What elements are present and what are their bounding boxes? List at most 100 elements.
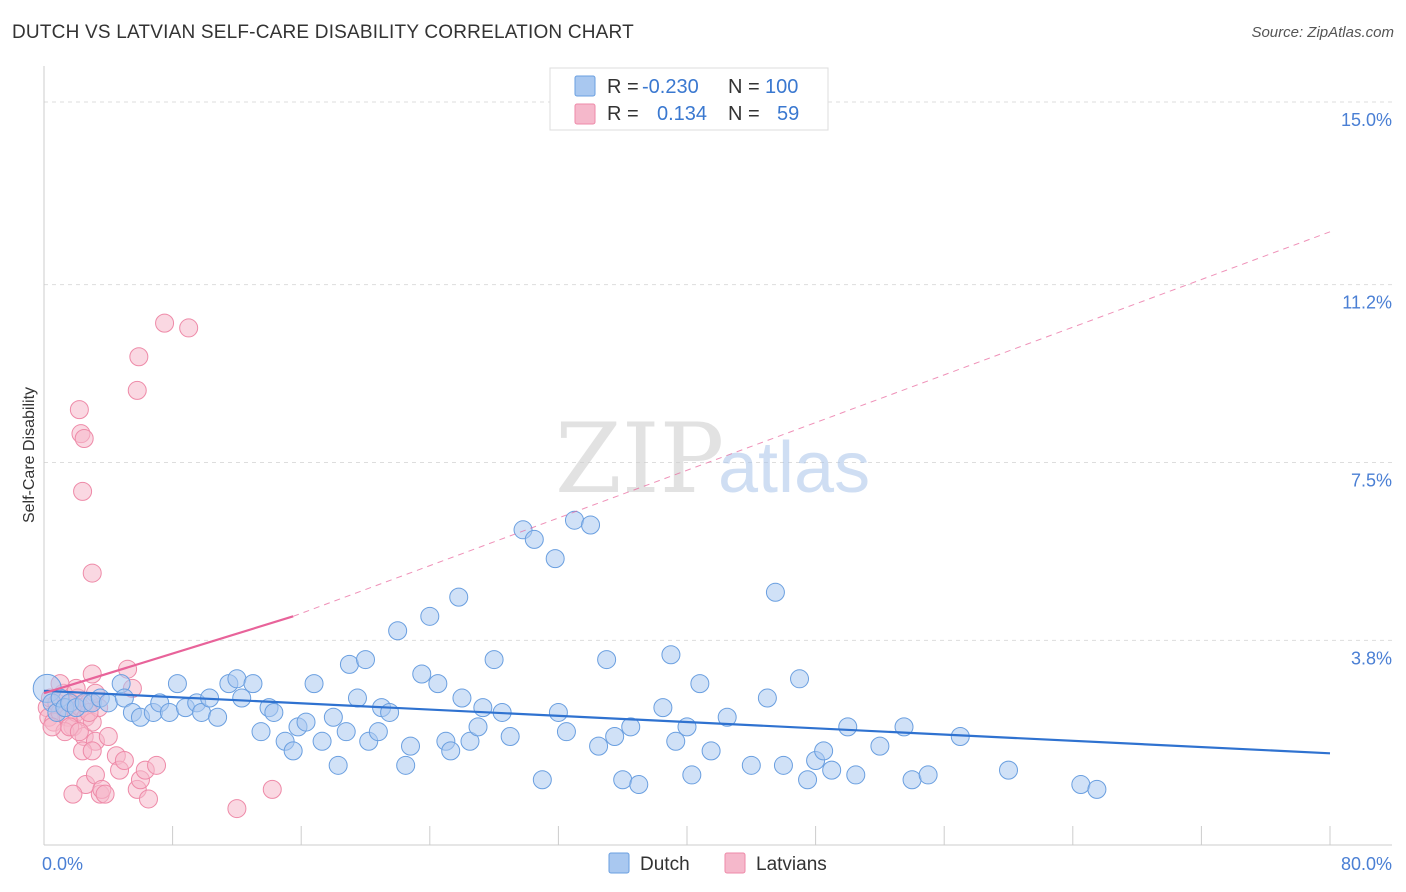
data-point	[138, 789, 158, 809]
data-point	[524, 529, 544, 549]
y-tick-label: 3.8%	[1351, 648, 1392, 668]
axes	[43, 66, 1392, 846]
latvian-points	[37, 313, 282, 819]
source-credit: Source: ZipAtlas.com	[1251, 24, 1394, 41]
watermark-atlas-text: atlas	[718, 428, 870, 508]
data-point	[532, 770, 552, 790]
latvian-n-value: 59	[777, 103, 799, 125]
data-point	[82, 664, 102, 684]
data-point	[765, 582, 785, 602]
watermark-zip-text: ZIP	[555, 403, 724, 515]
data-point	[902, 770, 922, 790]
data-point	[870, 736, 890, 756]
data-point	[129, 347, 149, 367]
data-point	[69, 722, 89, 742]
data-point	[564, 510, 584, 530]
data-point	[336, 722, 356, 742]
data-point	[380, 702, 400, 722]
data-point	[798, 770, 818, 790]
data-point	[339, 654, 359, 674]
stats-legend-box	[549, 67, 829, 131]
data-point	[98, 693, 118, 713]
data-point	[1087, 779, 1107, 799]
data-point	[251, 722, 271, 742]
data-point	[227, 799, 247, 819]
tick-labels: 3.8% 7.5% 11.2% 15.0% 0.0% 80.0%	[42, 110, 1392, 874]
latvian-r-value: 0.134	[657, 103, 707, 125]
data-point	[312, 731, 332, 751]
data-point	[69, 400, 89, 420]
x-tick-label: 0.0%	[42, 854, 83, 874]
data-point	[838, 717, 858, 737]
data-point	[452, 688, 472, 708]
data-point	[473, 698, 493, 718]
data-point	[208, 707, 228, 727]
data-point	[661, 645, 681, 665]
data-point	[155, 313, 175, 333]
data-point	[114, 751, 134, 771]
data-point	[629, 775, 649, 795]
latvian-trend-extension	[292, 231, 1331, 617]
y-tick-label: 15.0%	[1341, 110, 1392, 130]
latvian-swatch	[574, 103, 596, 125]
data-point	[741, 755, 761, 775]
data-point	[500, 726, 520, 746]
watermark: ZIP atlas	[555, 403, 870, 515]
data-point	[1071, 775, 1091, 795]
data-point	[127, 380, 147, 400]
data-point	[717, 707, 737, 727]
data-point	[227, 669, 247, 689]
data-point	[73, 481, 93, 501]
data-point	[63, 784, 83, 804]
data-point	[666, 731, 686, 751]
data-point	[82, 563, 102, 583]
dutch-r-label: R =	[607, 76, 639, 98]
data-point	[589, 736, 609, 756]
legend-dutch-label: Dutch	[640, 854, 690, 875]
data-point	[356, 650, 375, 670]
trend-lines	[43, 231, 1331, 755]
data-point	[790, 669, 810, 689]
data-point	[428, 674, 448, 694]
data-point	[401, 736, 421, 756]
latvian-trend-line	[43, 615, 294, 695]
y-axis-title: Self-Care Disability	[21, 387, 38, 523]
data-point	[468, 717, 488, 737]
data-point	[232, 688, 252, 708]
data-point	[412, 664, 432, 684]
y-tick-label: 11.2%	[1342, 293, 1392, 313]
data-point	[677, 717, 697, 737]
data-point	[548, 702, 568, 722]
data-point	[159, 702, 179, 722]
data-point	[605, 726, 625, 746]
data-point	[328, 755, 348, 775]
data-point	[296, 712, 316, 732]
data-point	[179, 318, 199, 338]
data-point	[773, 755, 793, 775]
data-point	[167, 674, 187, 694]
data-point	[420, 606, 440, 626]
data-point	[368, 722, 388, 742]
data-point	[682, 765, 702, 785]
data-point	[484, 650, 504, 670]
data-point	[581, 515, 601, 535]
data-point	[323, 707, 343, 727]
data-point	[653, 698, 673, 718]
data-point	[283, 741, 303, 761]
data-point	[441, 741, 461, 761]
data-point	[701, 741, 721, 761]
data-point	[621, 717, 641, 737]
data-point	[545, 549, 565, 569]
data-point	[98, 726, 118, 746]
data-point	[846, 765, 866, 785]
dutch-trend-line	[43, 689, 1331, 755]
y-tick-label: 7.5%	[1351, 471, 1392, 491]
data-point	[690, 674, 710, 694]
data-point	[304, 674, 324, 694]
data-point	[757, 688, 777, 708]
gridlines	[44, 101, 1392, 641]
dutch-n-value: 100	[765, 76, 798, 98]
data-point	[999, 760, 1018, 780]
data-point	[74, 428, 94, 448]
